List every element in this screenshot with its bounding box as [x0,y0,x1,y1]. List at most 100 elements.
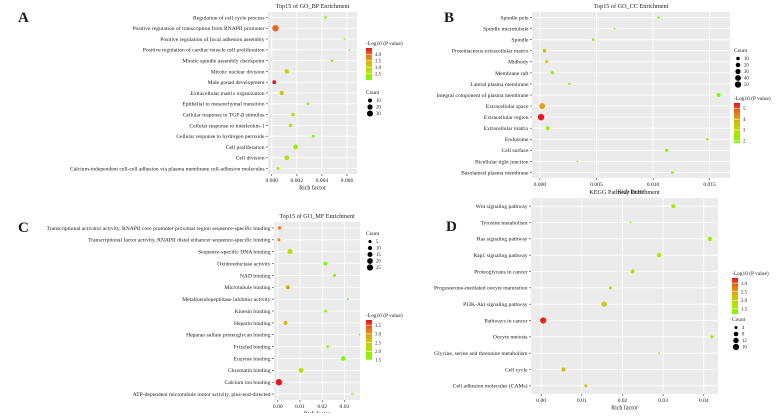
data-point[interactable] [545,60,549,64]
data-point[interactable] [545,126,550,131]
data-point[interactable] [283,320,288,325]
y-tick-label: Extracellular matrix organization [190,91,264,97]
data-point[interactable] [540,317,547,324]
data-point[interactable] [306,102,310,106]
data-point[interactable] [298,367,304,373]
colorbar-label: 3.5 [375,324,382,329]
data-point[interactable] [601,301,607,307]
data-point[interactable] [716,93,721,97]
chart-title: KEGG Pathway Enrichment [589,189,660,196]
data-point[interactable] [341,356,346,361]
data-point[interactable] [326,345,330,348]
colorbar-label: 3 [743,129,746,134]
size-legend-dot [733,337,739,344]
y-tick-label: Kinesin binding [235,309,271,315]
data-point[interactable] [656,253,662,258]
data-point[interactable] [343,38,346,40]
data-point[interactable] [277,238,281,242]
y-tick-label: Spindle pole [500,15,529,21]
data-point[interactable] [272,25,279,32]
y-tick-label: Epithelial to mesenchymal transition [182,102,264,108]
data-point[interactable] [324,16,327,19]
data-point[interactable] [284,69,290,74]
colorbar-label: 2.5 [741,290,748,295]
data-point[interactable] [591,38,595,41]
data-point[interactable] [613,27,616,30]
data-point[interactable] [346,298,349,301]
data-point[interactable] [288,123,293,128]
data-point[interactable] [707,236,712,241]
y-tick-label: Extracellular region [484,115,529,121]
data-point[interactable] [608,286,612,290]
y-tick-label: Tyrosine metabolism [481,220,529,226]
x-axis-title: Rich factor [618,189,645,196]
colorbar-label: 1.5 [375,359,382,364]
x-tick-label: 0.000 [534,182,547,188]
x-tick-label: 0.000 [265,178,278,184]
y-tick-label: Extracellular matrix [484,126,529,132]
data-point[interactable] [584,384,588,388]
data-point[interactable] [629,221,632,224]
data-point[interactable] [706,138,709,141]
data-point[interactable] [542,48,547,53]
data-point[interactable] [277,226,282,230]
data-point[interactable] [539,103,546,109]
data-point[interactable] [710,335,714,339]
data-point[interactable] [330,59,334,62]
size-legend-label: 20 [376,106,381,111]
color-legend-title: -Log10 (P value) [732,270,769,277]
data-point[interactable] [276,167,280,170]
size-legend-label: 20 [376,260,381,265]
data-point[interactable] [568,82,571,86]
y-tick-label: Progesterone-mediated oocyte maturation [434,286,528,292]
y-tick-label: Rap1 signaling pathway [473,253,527,259]
size-legend-title: Count [366,90,380,96]
data-point[interactable] [658,352,660,355]
color-legend-title: -Log10 (P value) [366,312,403,319]
data-point[interactable] [293,144,298,150]
data-point[interactable] [561,367,566,372]
panel-D: D KEGG Pathway Enrichment 0.00 0.01 0.02 0.03… [434,189,769,412]
data-point[interactable] [657,16,660,19]
size-legend-dot [735,62,741,68]
colorbar-label: 2.5 [375,72,382,77]
colorbar-label: 3.0 [741,282,748,287]
y-tick-label: Pathways in cancer [484,318,527,324]
chart-title: Top15 of GO_CC Enrichment [594,3,669,10]
colorbar-label: 2.0 [375,350,382,355]
y-tick-label: Cellular response to hydrogen peroxide [176,134,265,140]
data-point[interactable] [550,71,554,75]
size-legend-dot [367,258,373,264]
data-point[interactable] [576,160,579,163]
data-point[interactable] [351,393,354,395]
panel-A: A Top15 of GO_BP Enrichment 0.000 0.002 0.00… [18,3,403,192]
x-axis-title: Rich factor [611,405,638,412]
data-point[interactable] [332,273,337,277]
data-point[interactable] [279,90,284,96]
data-point[interactable] [291,112,295,117]
data-point[interactable] [324,309,327,313]
x-tick-label: 0.006 [341,178,354,184]
data-point[interactable] [665,148,669,152]
data-point[interactable] [670,171,674,174]
colorbar-label: 1.5 [741,308,748,313]
size-legend-label: 5 [376,240,379,245]
data-point[interactable] [358,333,361,336]
size-legend-dot [735,75,741,81]
data-point[interactable] [348,48,351,51]
data-point[interactable] [537,113,545,121]
data-point[interactable] [671,204,676,209]
data-point[interactable] [311,134,315,138]
x-tick-label: 0.03 [658,398,668,404]
y-tick-label: Transcriptional activator activity, RNAP… [46,225,270,232]
data-point[interactable] [323,261,328,266]
data-point[interactable] [275,379,283,386]
data-point[interactable] [272,80,277,85]
data-point[interactable] [630,269,635,274]
data-point[interactable] [285,285,290,290]
x-tick-label: 0.04 [699,398,709,404]
data-point[interactable] [284,155,290,161]
data-point[interactable] [287,249,293,255]
